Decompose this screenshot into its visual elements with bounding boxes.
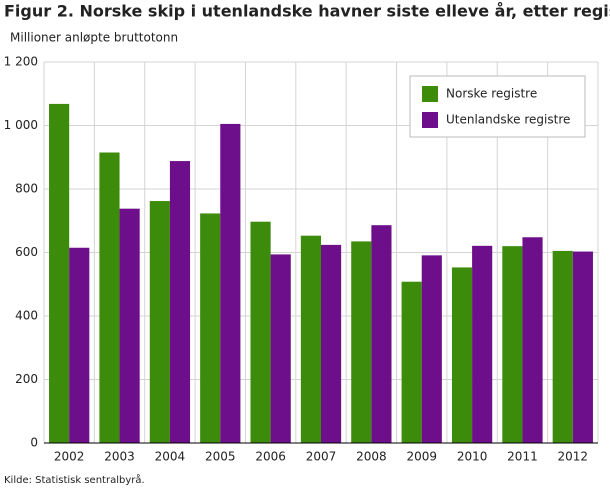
bar <box>69 247 90 443</box>
y-tick-label: 1 000 <box>4 118 38 132</box>
legend-label: Norske registre <box>446 87 537 101</box>
y-tick-label: 1 200 <box>4 55 38 69</box>
x-tick-label: 2008 <box>356 450 387 464</box>
x-tick-label: 2005 <box>205 450 236 464</box>
bar <box>401 281 422 443</box>
bar <box>250 221 271 443</box>
legend-swatch <box>422 86 438 102</box>
bar <box>321 244 342 443</box>
x-tick-label: 2009 <box>406 450 437 464</box>
bar <box>522 237 543 443</box>
legend-box <box>409 75 586 138</box>
y-tick-label: 400 <box>15 309 38 323</box>
bar <box>472 245 493 443</box>
source-note: Kilde: Statistisk sentralbyrå. <box>4 473 145 486</box>
y-tick-label: 600 <box>15 245 38 259</box>
bar <box>99 152 120 444</box>
bar <box>502 246 523 443</box>
bar <box>200 213 221 443</box>
x-tick-label: 2007 <box>306 450 337 464</box>
legend-swatch <box>422 112 438 128</box>
bar <box>270 254 291 443</box>
bar <box>371 225 392 443</box>
legend-label: Utenlandske registre <box>446 113 570 127</box>
x-tick-label: 2004 <box>155 450 186 464</box>
y-tick-label: 0 <box>30 436 38 450</box>
bar <box>220 123 241 443</box>
bar <box>169 161 191 443</box>
x-tick-label: 2012 <box>558 450 589 464</box>
y-tick-label: 200 <box>15 372 38 386</box>
x-tick-label: 2010 <box>457 450 488 464</box>
bar <box>552 250 573 443</box>
y-tick-label: 800 <box>15 182 38 196</box>
bar <box>300 235 321 443</box>
bar <box>149 201 170 443</box>
chart-title: Figur 2. Norske skip i utenlandske havne… <box>4 2 610 21</box>
bar <box>572 251 593 443</box>
chart-subtitle: Millioner anløpte bruttotonn <box>10 31 178 45</box>
bar <box>49 103 70 443</box>
bar <box>119 208 140 443</box>
x-tick-label: 2006 <box>255 450 286 464</box>
x-tick-label: 2003 <box>104 450 135 464</box>
bar <box>421 255 442 443</box>
bar <box>351 241 372 443</box>
x-tick-label: 2011 <box>507 450 538 464</box>
bar <box>451 267 473 443</box>
x-tick-label: 2002 <box>54 450 85 464</box>
